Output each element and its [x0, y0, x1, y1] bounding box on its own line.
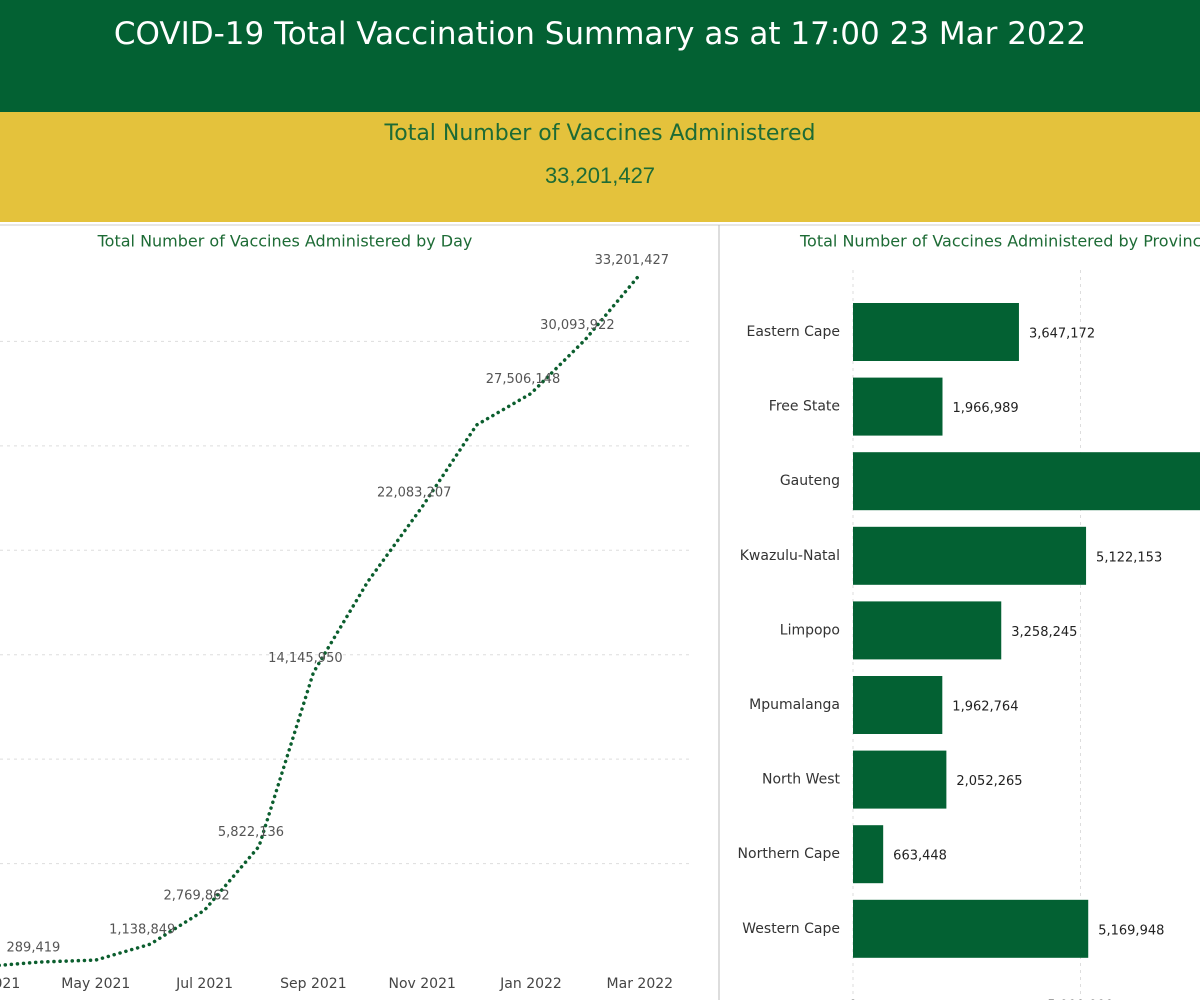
- bar: [853, 526, 1087, 585]
- bar: [853, 452, 1200, 511]
- x-tick-label: 0: [849, 999, 857, 1000]
- data-label: 14,145,950: [268, 651, 342, 666]
- y-tick-label: Western Cape: [742, 921, 840, 937]
- y-tick-label: Mpumalanga: [749, 697, 840, 713]
- data-label: 22,083,207: [377, 485, 451, 500]
- bar: [853, 377, 943, 436]
- bar: [853, 899, 1089, 958]
- bar: [853, 676, 943, 734]
- data-label: 5,169,948: [1098, 923, 1164, 938]
- header: COVID-19 Total Vaccination Summary as at…: [0, 0, 1200, 112]
- data-label: 33,201,427: [595, 253, 669, 268]
- y-tick-label: Kwazulu-Natal: [740, 548, 840, 564]
- data-label: 2,052,265: [956, 774, 1022, 789]
- y-tick-label: Northern Cape: [738, 846, 840, 862]
- summary-label: Total Number of Vaccines Administered: [384, 121, 816, 146]
- bar-panel: Total Number of Vaccines Administered by…: [738, 232, 1200, 1000]
- chart-title: Total Number of Vaccines Administered by…: [97, 232, 473, 251]
- y-tick-label: Eastern Cape: [746, 324, 840, 340]
- y-tick-label: Gauteng: [780, 473, 840, 489]
- data-label: 1,966,989: [952, 401, 1018, 416]
- x-tick-label: Jan 2022: [499, 976, 562, 992]
- data-label: 1,962,764: [952, 700, 1018, 715]
- bar: [853, 601, 1002, 660]
- data-label: 2,769,862: [164, 889, 230, 904]
- bar: [853, 750, 947, 809]
- y-tick-label: Free State: [769, 399, 840, 415]
- x-tick-label: Sep 2021: [280, 976, 346, 992]
- x-tick-label: Jul 2021: [175, 976, 233, 992]
- line-panel: Total Number of Vaccines Administered by…: [0, 232, 690, 992]
- y-tick-label: Limpopo: [780, 622, 840, 638]
- data-label: 3,258,245: [1011, 625, 1077, 640]
- y-tick-label: North West: [762, 772, 841, 788]
- header-title: COVID-19 Total Vaccination Summary as at…: [113, 16, 1087, 52]
- x-tick-label: Nov 2021: [388, 976, 455, 992]
- bar: [853, 303, 1019, 361]
- data-label: 27,506,148: [486, 372, 560, 387]
- x-tick-label: Mar 2021: [0, 976, 20, 992]
- x-tick-label: 5,000,000: [1047, 999, 1113, 1000]
- summary-band: Total Number of Vaccines Administered 33…: [0, 112, 1200, 222]
- data-label: 5,122,153: [1096, 550, 1162, 565]
- data-label: 289,419: [7, 940, 61, 955]
- data-label: 1,138,849: [109, 923, 175, 938]
- data-label: 663,448: [893, 849, 947, 864]
- data-label: 5,822,136: [218, 825, 284, 840]
- x-tick-label: Mar 2022: [607, 976, 674, 992]
- bar: [853, 825, 884, 884]
- chart-title: Total Number of Vaccines Administered by…: [799, 232, 1200, 251]
- line: [0, 272, 642, 968]
- summary-total: 33,201,427: [544, 163, 656, 188]
- data-label: 3,647,172: [1029, 327, 1095, 342]
- data-label: 30,093,922: [540, 318, 614, 333]
- x-tick-label: May 2021: [61, 976, 130, 992]
